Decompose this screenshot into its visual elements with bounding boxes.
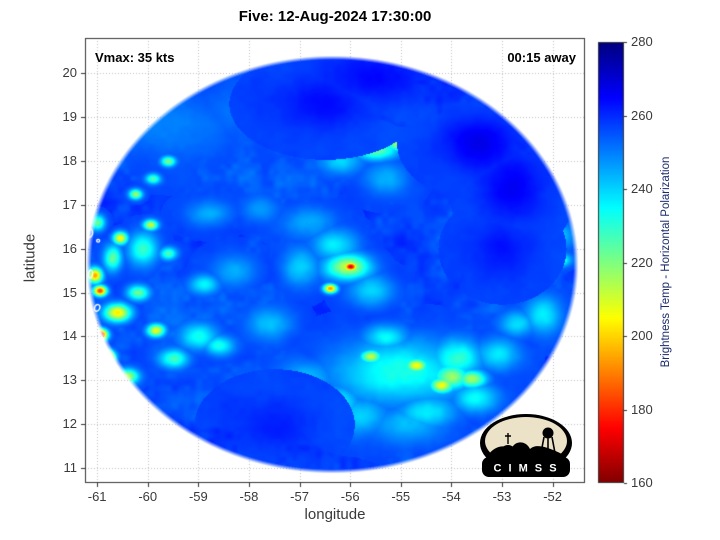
x-tick-label: -61 xyxy=(87,489,107,504)
colorbar-tick-label: 200 xyxy=(631,328,653,343)
y-tick-label: 20 xyxy=(62,65,77,81)
y-tick-label: 18 xyxy=(62,152,77,168)
logo-dome-icon xyxy=(500,445,516,453)
vmax-annotation: Vmax: 35 kts xyxy=(95,50,175,65)
y-tick-label: 17 xyxy=(62,196,77,212)
y-tick-label: 13 xyxy=(62,372,77,388)
x-tick-label: -53 xyxy=(492,489,512,504)
colorbar-tick-label: 280 xyxy=(631,34,653,49)
colorbar-tick-label: 180 xyxy=(631,401,653,417)
logo-banner xyxy=(482,457,570,477)
plot-title: Five: 12-Aug-2024 17:30:00 xyxy=(238,8,432,25)
x-tick-label: -57 xyxy=(290,489,309,504)
logo-tower-legs xyxy=(540,436,556,454)
x-tick-label: -55 xyxy=(391,489,411,504)
y-tick-label: 16 xyxy=(62,240,77,256)
colorbar-tick-label: 220 xyxy=(631,254,653,270)
x-tick-label: -54 xyxy=(441,489,461,504)
cimss-logo-graphic: C I M S S xyxy=(480,414,572,477)
y-tick-label: 11 xyxy=(63,460,78,476)
x-tick-label: -58 xyxy=(239,489,259,504)
logo-silhouette xyxy=(488,442,564,461)
colorbar-tick-label: 160 xyxy=(631,475,653,490)
logo-water-tower-icon xyxy=(542,427,554,439)
x-tick-label: -60 xyxy=(138,489,158,504)
y-tick-label: 15 xyxy=(62,284,77,300)
y-axis-label: latitude xyxy=(21,233,39,283)
x-axis-label: longitude xyxy=(304,506,366,523)
cimss-logo: C I M S S xyxy=(478,413,574,480)
logo-antenna-icon xyxy=(505,433,511,444)
x-tick-label: -59 xyxy=(188,489,208,504)
x-tick-label: -52 xyxy=(543,489,562,504)
colorbar-tick-label: 260 xyxy=(631,107,653,123)
x-tick-label: -56 xyxy=(340,489,360,504)
eta-annotation: 00:15 away xyxy=(507,50,576,65)
colorbar-label: Brightness Temp - Horizontal Polarizatio… xyxy=(660,156,672,368)
y-tick-label: 19 xyxy=(62,108,77,124)
logo-text: C I M S S xyxy=(493,463,558,475)
colorbar-tick-label: 240 xyxy=(631,181,653,196)
y-tick-label: 12 xyxy=(62,416,77,432)
y-tick-label: 14 xyxy=(62,328,77,344)
